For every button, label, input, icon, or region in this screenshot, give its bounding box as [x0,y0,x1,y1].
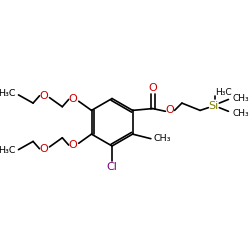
Text: CH₃: CH₃ [232,94,249,103]
Text: H₃C: H₃C [215,88,231,97]
Text: H₃C: H₃C [0,146,15,155]
Text: Cl: Cl [106,162,118,172]
Text: O: O [166,106,174,116]
Text: O: O [69,94,78,104]
Text: CH₃: CH₃ [232,109,249,118]
Text: Si: Si [208,101,218,111]
Text: O: O [69,140,78,150]
Text: CH₃: CH₃ [153,134,170,143]
Text: H₃C: H₃C [0,90,15,98]
Text: O: O [40,91,48,101]
Text: O: O [148,82,157,92]
Text: O: O [40,144,48,154]
